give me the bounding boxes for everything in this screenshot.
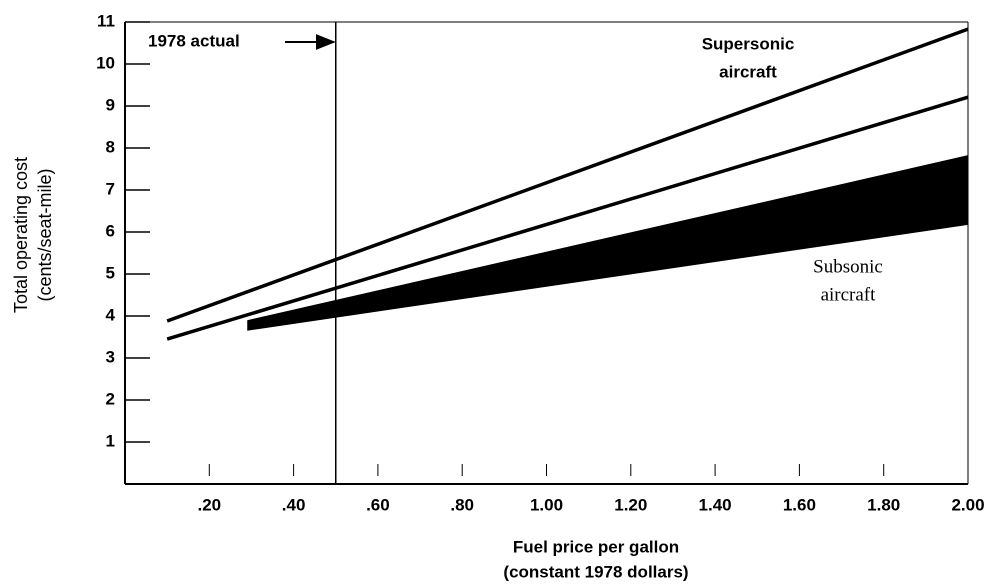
y-tick-label: 2 [106,389,115,408]
y-tick-label: 6 [106,221,115,240]
x-tick-label: 1.60 [783,495,816,514]
reference-label: 1978 actual [148,31,240,50]
x-axis-title: (constant 1978 dollars) [503,562,688,581]
y-tick-label: 8 [106,137,115,156]
x-tick-label: 1.00 [530,495,563,514]
y-tick-label: 5 [106,263,115,282]
x-tick-label: 1.80 [867,495,900,514]
x-tick-label: .80 [450,495,474,514]
x-tick-label: .60 [366,495,390,514]
subsonic-band [247,155,969,331]
y-tick-label: 4 [106,305,116,324]
annotation: aircraft [719,62,777,81]
x-axis-title: Fuel price per gallon [513,537,679,556]
y-axis-title: (cents/seat-mile) [35,168,55,301]
y-tick-label: 7 [106,179,115,198]
annotation: Supersonic [702,34,795,53]
x-tick-label: 2.00 [951,495,984,514]
y-axis-title: Total operating cost [11,157,31,313]
line [166,95,969,341]
annotation: aircraft [821,284,877,305]
y-tick-label: 9 [106,95,115,114]
x-tick-label: .40 [282,495,306,514]
y-tick-label: 11 [97,11,115,30]
y-tick-label: 1 [106,431,115,450]
x-tick-label: 1.40 [699,495,732,514]
line [166,27,969,323]
annotation: Subsonic [813,256,883,277]
x-tick-label: 1.20 [614,495,647,514]
y-tick-label: 3 [106,347,115,366]
x-tick-label: .20 [197,495,221,514]
y-tick-label: 10 [96,53,115,72]
